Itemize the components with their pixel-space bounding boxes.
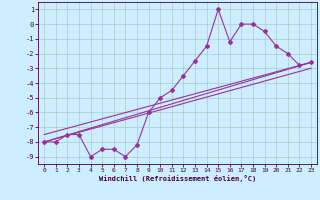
X-axis label: Windchill (Refroidissement éolien,°C): Windchill (Refroidissement éolien,°C) — [99, 175, 256, 182]
